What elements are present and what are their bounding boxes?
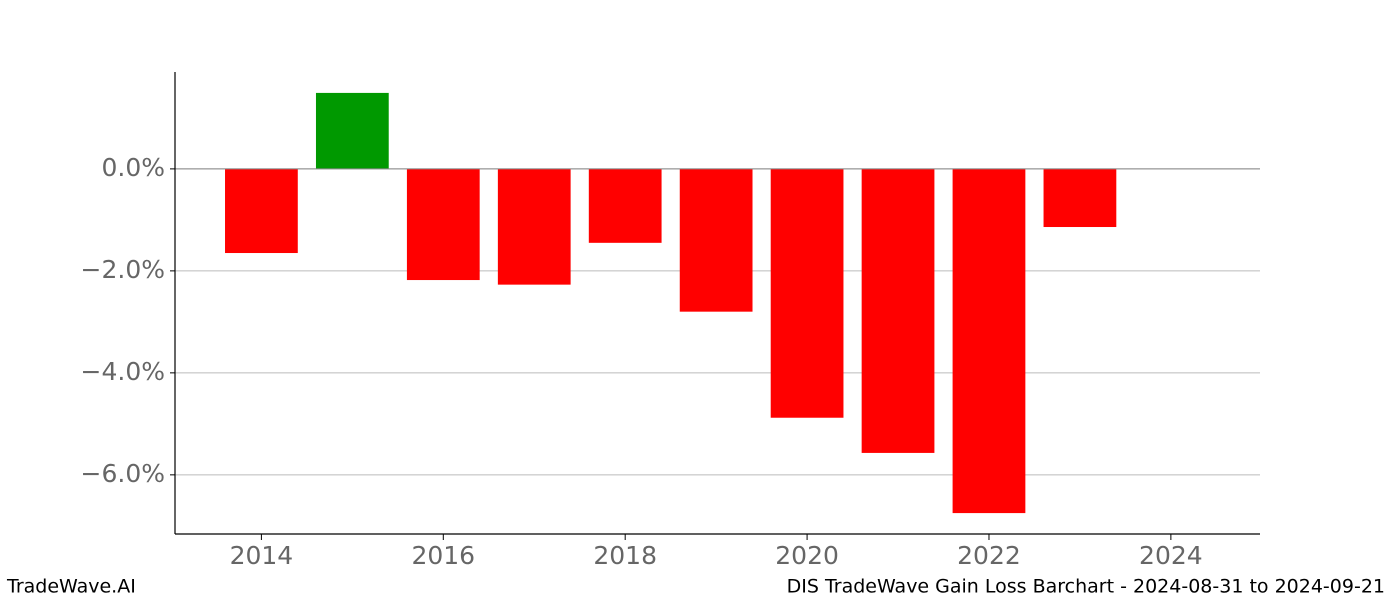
bar [861,168,935,453]
bar [952,168,1026,514]
y-tick-label: −6.0% [81,459,165,488]
x-tick-label: 2022 [957,541,1021,570]
watermark: TradeWave.AI [6,576,136,598]
y-tick-label: −2.0% [81,255,165,284]
bar [679,168,753,312]
bar [315,92,389,169]
bar [770,168,844,418]
x-tick-label: 2014 [230,541,294,570]
y-tick-label: −4.0% [81,357,165,386]
bar [1043,168,1117,228]
bar [588,168,662,243]
x-tick-label: 2016 [411,541,475,570]
bar [497,168,571,285]
y-tick-label: 0.0% [101,153,165,182]
bar [225,168,298,254]
x-tick-label: 2024 [1139,541,1203,570]
bar [406,168,480,281]
x-tick-label: 2018 [593,541,657,570]
chart-title: DIS TradeWave Gain Loss Barchart - 2024-… [787,576,1385,598]
x-tick-label: 2020 [775,541,839,570]
